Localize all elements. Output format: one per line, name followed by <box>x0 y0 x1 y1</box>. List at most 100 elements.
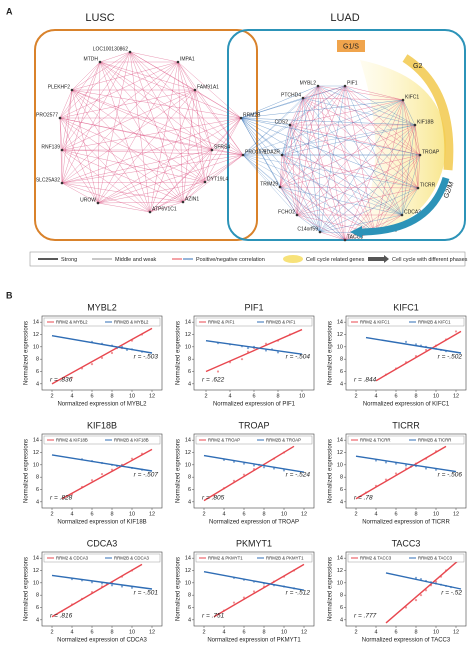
edge <box>182 181 206 203</box>
point <box>384 461 388 464</box>
legend-label: RRM2 & KIFC1 <box>360 319 390 324</box>
point <box>246 346 250 350</box>
edge <box>302 97 421 156</box>
y-tick-label: 10 <box>185 344 191 350</box>
edge <box>317 85 321 233</box>
edge <box>281 85 346 156</box>
edge <box>279 186 419 189</box>
legend-label: RRM2B & PKMYT1 <box>266 555 304 560</box>
r-label: r = -.503 <box>134 353 159 360</box>
legend-label: RRM2B & PIF1 <box>266 319 296 324</box>
point <box>130 457 134 460</box>
edge <box>149 149 213 213</box>
legend-label: Cell cycle with different phases <box>392 257 468 263</box>
edge <box>240 117 346 241</box>
r-label: r = -.506 <box>438 471 463 478</box>
edge <box>61 89 196 151</box>
edge <box>149 117 242 213</box>
edge <box>344 99 404 241</box>
node-label: IMPA1 <box>180 56 195 62</box>
x-tick-label: 2 <box>354 511 357 517</box>
node <box>301 96 305 100</box>
edge <box>317 85 376 234</box>
node-label: CDCA3 <box>404 209 421 215</box>
node <box>239 116 243 120</box>
node <box>203 180 207 184</box>
point <box>252 464 256 467</box>
node-label: PLEKHF2 <box>48 84 70 90</box>
x-axis-label: Normalized expression of TROAP <box>209 520 299 526</box>
legend-label: RRM2B & TACC3 <box>418 555 453 560</box>
point <box>100 472 104 476</box>
legend-box <box>43 435 161 445</box>
node <box>416 186 420 190</box>
node <box>70 88 74 92</box>
edge <box>319 187 419 233</box>
x-tick-label: 6 <box>242 511 245 517</box>
x-tick-label: 10 <box>433 393 439 399</box>
edge <box>61 149 184 203</box>
node <box>241 153 245 157</box>
edge <box>401 124 416 216</box>
edge <box>279 186 403 216</box>
legend-box <box>195 435 313 445</box>
cell-cycle-region <box>350 60 446 238</box>
edge <box>182 117 242 203</box>
x-axis-label: Normalized expression of PIF1 <box>213 402 296 408</box>
x-tick-label: 2 <box>50 393 53 399</box>
edge <box>129 51 244 156</box>
node-label: RRM2B <box>243 112 261 118</box>
edge <box>281 99 404 156</box>
edge <box>204 117 242 183</box>
plot-frame <box>41 315 163 391</box>
edge <box>71 61 101 91</box>
point <box>90 479 94 482</box>
plot-area <box>51 327 153 385</box>
edge <box>240 97 304 119</box>
legend-box <box>347 435 465 445</box>
r-label: r = .828 <box>50 495 73 502</box>
fit-line <box>375 330 462 382</box>
point <box>282 469 286 472</box>
y-axis-label: Normalized expressions <box>176 439 182 503</box>
edge <box>319 214 403 233</box>
node-label: DYT19L4 <box>207 176 228 182</box>
point <box>242 462 246 465</box>
edge <box>319 231 346 241</box>
node-label: TROAP <box>422 149 440 155</box>
x-tick-label: 8 <box>414 511 417 517</box>
chart-title: TICRR <box>392 420 420 430</box>
edge <box>61 89 73 151</box>
legend-label: Middle and weak <box>115 257 157 263</box>
y-tick-label: 12 <box>33 450 39 456</box>
y-tick-label: 6 <box>340 605 343 611</box>
x-tick-label: 4 <box>228 393 231 399</box>
edge <box>279 154 421 188</box>
edge <box>97 117 242 204</box>
y-tick-label: 14 <box>185 320 191 326</box>
edge <box>240 117 403 216</box>
edge <box>71 89 184 203</box>
x-tick-label: 6 <box>90 511 93 517</box>
node-label: EDA2R <box>263 149 280 155</box>
edge <box>71 89 99 204</box>
edge <box>61 154 244 184</box>
y-tick-label: 6 <box>188 369 191 375</box>
point <box>120 585 124 588</box>
fit-line <box>365 336 462 354</box>
legend-label: RRM2 & KIF18B <box>56 437 88 442</box>
y-tick-label: 10 <box>33 580 39 586</box>
x-tick-label: 6 <box>394 511 397 517</box>
plot-frame <box>345 433 467 509</box>
phase-box <box>337 40 365 52</box>
edge <box>61 117 242 184</box>
legend-label: RRM2 & TACC3 <box>360 555 392 560</box>
node <box>60 148 64 152</box>
edge <box>177 61 242 119</box>
legend-label: RRM2 & MYBL2 <box>56 319 88 324</box>
y-tick-label: 14 <box>185 438 191 444</box>
x-tick-label: 4 <box>70 393 73 399</box>
edge <box>296 214 346 241</box>
y-tick-label: 12 <box>337 568 343 574</box>
edge <box>402 99 419 189</box>
